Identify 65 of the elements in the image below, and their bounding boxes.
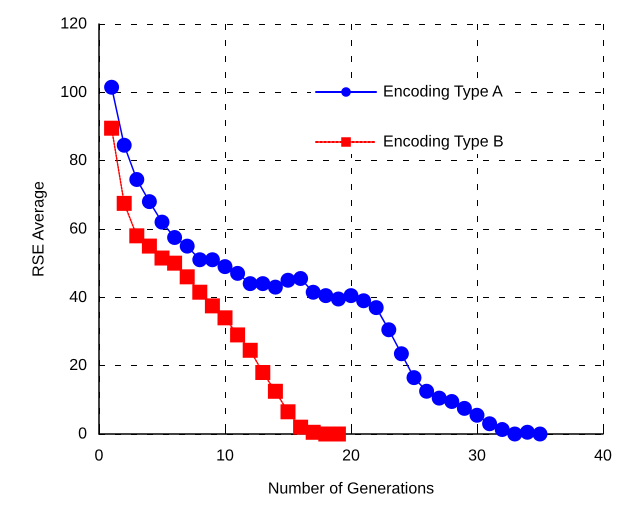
point [356, 293, 372, 308]
point [280, 404, 296, 420]
y-tick-label: 80 [69, 152, 88, 170]
point [456, 400, 472, 416]
point [507, 426, 522, 442]
point [204, 298, 220, 314]
point [470, 408, 484, 423]
x-axis-title: Number of Generations [268, 480, 434, 498]
point [180, 238, 195, 254]
point [330, 292, 346, 307]
point [180, 269, 195, 284]
point [192, 284, 208, 300]
point [116, 138, 132, 153]
point [218, 259, 232, 274]
point [344, 288, 358, 304]
point [318, 288, 334, 304]
point [204, 252, 220, 268]
y-tick-label: 0 [78, 426, 88, 442]
y-tick-label: 120 [60, 16, 88, 32]
point [444, 394, 460, 410]
y-tick-label: 100 [60, 84, 88, 101]
point [255, 365, 270, 380]
point [268, 280, 283, 295]
point [280, 272, 296, 288]
point [218, 310, 232, 326]
point [242, 276, 258, 292]
point [368, 300, 384, 316]
x-tick-label: 10 [216, 448, 234, 464]
y-tick-label: 40 [69, 288, 88, 306]
point [230, 266, 246, 281]
y-axis-title: RSE Average [30, 181, 48, 277]
point [142, 194, 157, 210]
point [104, 120, 120, 136]
y-tick-label: 60 [69, 220, 88, 238]
point [192, 252, 208, 268]
x-tick-label: 40 [594, 448, 612, 464]
point [268, 384, 283, 399]
point [520, 424, 535, 440]
point [419, 384, 434, 399]
point [104, 80, 120, 95]
point [293, 271, 308, 286]
point [306, 284, 321, 300]
point [129, 228, 144, 244]
point [482, 416, 498, 432]
point [532, 426, 548, 442]
point [255, 276, 270, 292]
legend-label: Encoding Type A [383, 84, 504, 100]
point [406, 370, 422, 386]
point [154, 214, 170, 230]
x-tick-label: 0 [94, 448, 104, 464]
point [129, 172, 144, 187]
point [242, 342, 258, 358]
point [381, 322, 396, 338]
y-tick-label: 20 [69, 357, 88, 374]
point [167, 230, 182, 246]
legend-label: Encoding Type B [383, 134, 504, 150]
point [432, 390, 447, 406]
x-tick-label: 30 [468, 448, 486, 464]
point [494, 422, 510, 438]
point [116, 196, 132, 211]
point [394, 346, 409, 362]
point [142, 238, 157, 254]
x-tick-label: 20 [342, 448, 360, 464]
point [167, 256, 182, 271]
point [230, 327, 246, 342]
